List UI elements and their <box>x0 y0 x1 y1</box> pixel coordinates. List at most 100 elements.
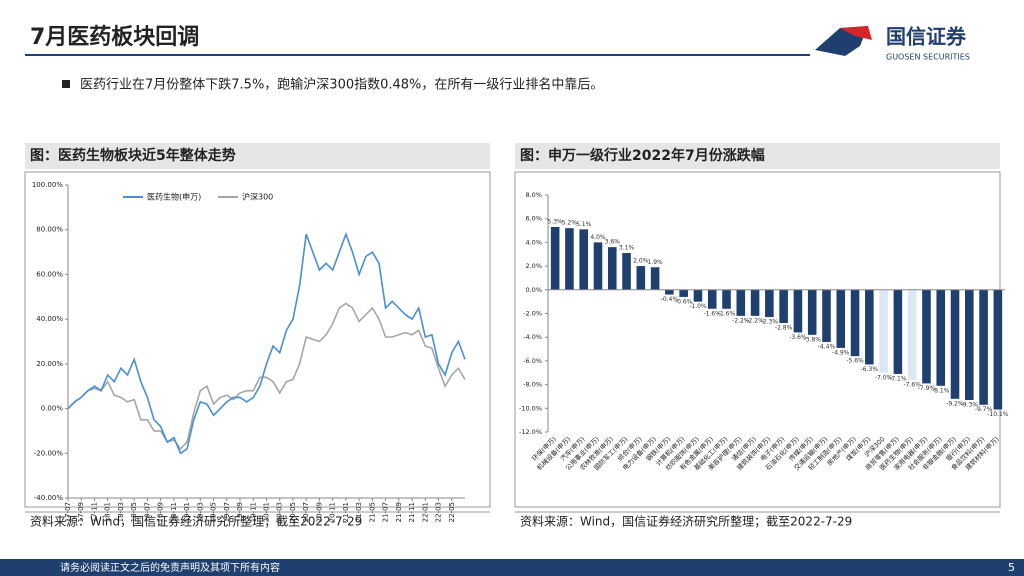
x-tick-label: 20-03 <box>276 502 284 522</box>
slide-title: 7月医药板块回调 <box>30 25 199 50</box>
value-label: -4.9% <box>832 349 850 356</box>
x-tick-label: 19-05 <box>210 502 218 522</box>
x-tick-label: 19-09 <box>236 502 244 522</box>
y-tick-label: -4.0% <box>523 333 542 341</box>
value-label: -7.9% <box>918 385 936 392</box>
bar <box>965 289 974 401</box>
bar <box>865 289 874 365</box>
value-label: -3.8% <box>803 336 821 343</box>
footer-bar <box>0 559 1024 576</box>
x-tick-label: 20-09 <box>315 502 323 522</box>
value-label: -2.3% <box>761 319 779 326</box>
y-tick-label: 6.0% <box>525 215 542 223</box>
x-tick-label: 17-11 <box>90 502 98 522</box>
bar <box>550 226 560 290</box>
value-label: -7.0% <box>875 374 893 381</box>
bar <box>607 247 617 290</box>
y-tick-label: -12.0% <box>519 428 542 436</box>
y-tick-label: 100.00% <box>32 181 63 189</box>
value-label: -1.6% <box>704 310 722 317</box>
x-tick-label: 20-07 <box>302 502 310 522</box>
x-tick-label: 18-09 <box>157 502 165 522</box>
x-tick-label: 18-07 <box>143 502 151 522</box>
bar <box>579 229 588 290</box>
panel-title-bg <box>25 143 490 169</box>
bar <box>879 289 888 373</box>
panel-frame <box>24 171 491 508</box>
y-tick-label: 60.00% <box>36 270 63 278</box>
x-tick-label: 21-11 <box>408 502 416 522</box>
y-tick-label: 0.0% <box>525 286 542 294</box>
line-series <box>67 231 466 455</box>
logo-en: GUOSEN SECURITIES <box>886 53 970 62</box>
bar <box>765 289 774 318</box>
value-label: -9.7% <box>975 406 993 413</box>
value-label: -1.0% <box>689 303 707 310</box>
x-tick-label: 20-01 <box>263 502 271 522</box>
x-tick-label: 17-07 <box>64 502 72 522</box>
value-label: -7.1% <box>889 375 907 382</box>
bar <box>907 289 917 380</box>
value-label: -7.6% <box>903 381 921 388</box>
bar <box>993 289 1003 410</box>
x-tick-label: 21-01 <box>342 502 350 522</box>
bar <box>922 289 931 384</box>
x-tick-label: 18-03 <box>117 502 125 522</box>
x-tick-label: 19-01 <box>183 502 191 522</box>
value-label: 5.3% <box>548 218 564 225</box>
value-label: 3.1% <box>619 245 635 252</box>
y-tick-label: -2.0% <box>523 310 542 318</box>
x-tick-label: 21-09 <box>395 502 403 522</box>
y-tick-label: 4.0% <box>525 238 542 246</box>
x-tick-label: 18-11 <box>170 502 178 522</box>
x-tick-label: 17-09 <box>77 502 85 522</box>
value-label: 5.2% <box>562 220 578 227</box>
bar <box>850 289 860 357</box>
x-tick-label: 22-03 <box>435 502 443 522</box>
page-number: 5 <box>1008 561 1015 574</box>
x-tick-label: 21-07 <box>382 502 390 522</box>
value-label: -2.8% <box>775 324 793 331</box>
bar <box>722 289 731 309</box>
legend-label: 沪深300 <box>242 192 273 202</box>
y-tick-label: -6.0% <box>523 357 542 365</box>
x-tick-label: 22-01 <box>421 502 429 522</box>
y-tick-label: -40.00% <box>34 494 64 502</box>
value-label: -4.4% <box>818 343 836 350</box>
value-label: -6.3% <box>861 366 879 373</box>
bar <box>665 289 674 295</box>
bar <box>693 289 703 302</box>
x-tick-label: 19-11 <box>249 502 257 522</box>
value-label: 2.0% <box>633 258 649 265</box>
x-tick-label: 22-05 <box>448 502 456 522</box>
bar <box>936 289 946 386</box>
value-label: -9.3% <box>961 402 979 409</box>
value-label: -9.2% <box>946 400 964 407</box>
x-tick-label: 18-01 <box>104 502 112 522</box>
y-tick-label: 80.00% <box>36 226 63 234</box>
bar <box>950 289 960 399</box>
value-label: 3.6% <box>605 239 621 246</box>
source: 资料来源：Wind，国信证券经济研究所整理；截至2022-7-29 <box>30 514 362 529</box>
y-tick-label: 0.00% <box>41 405 64 413</box>
x-tick-label: 21-05 <box>368 502 376 522</box>
bar <box>750 289 760 316</box>
value-label: -0.6% <box>675 298 693 305</box>
value-label: -3.6% <box>789 334 807 341</box>
line-series <box>67 302 466 451</box>
bar <box>793 289 803 333</box>
value-label: 5.1% <box>576 221 592 228</box>
bar <box>636 266 646 290</box>
x-tick-label: 21-03 <box>355 502 363 522</box>
x-tick-label: 18-05 <box>130 502 138 522</box>
y-tick-label: 20.00% <box>36 360 63 368</box>
x-tick-label: 20-05 <box>289 502 297 522</box>
y-tick-label: 2.0% <box>525 262 542 270</box>
legend-label: 医药生物(申万) <box>147 192 201 202</box>
bullet-text: 医药行业在7月份整体下跌7.5%，跑输沪深300指数0.48%，在所有一级行业排… <box>80 77 603 93</box>
value-label: -0.4% <box>661 296 679 303</box>
value-label: -8.1% <box>932 387 950 394</box>
x-tick-label: 19-03 <box>196 502 204 522</box>
value-label: 1.9% <box>647 259 663 266</box>
bullet-mark <box>62 80 70 88</box>
